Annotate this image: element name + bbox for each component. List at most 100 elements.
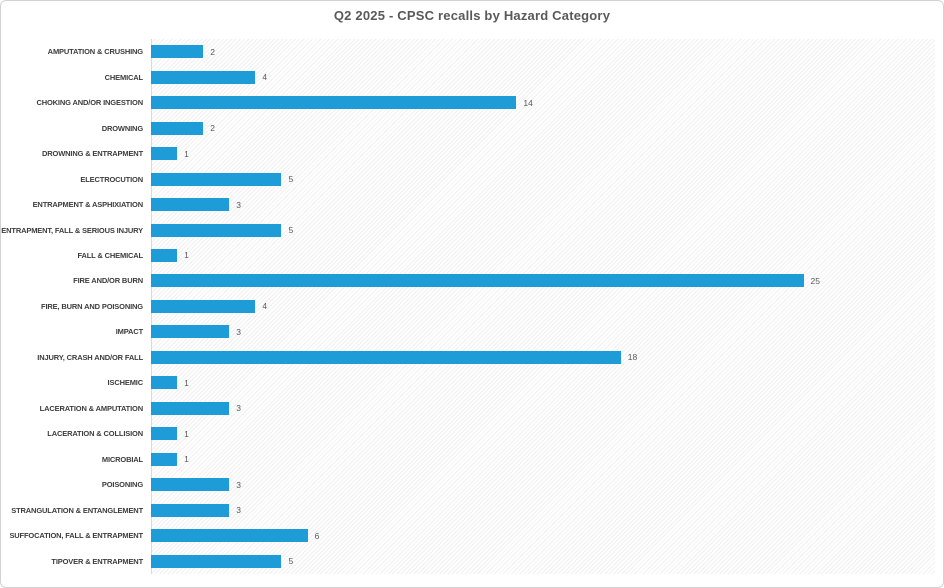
bar (151, 350, 621, 364)
plot-cell: 3 (151, 497, 934, 522)
bar-row: MICROBIAL 1 (1, 447, 934, 472)
bar (151, 70, 256, 84)
value-label: 3 (236, 505, 242, 516)
plot-background (151, 39, 935, 574)
value-label: 1 (184, 250, 189, 261)
plot-cell: 5 (151, 217, 934, 242)
bar-row: POISONING 3 (1, 472, 934, 497)
bar-row: FIRE AND/OR BURN 25 (1, 268, 934, 293)
bar (151, 452, 178, 466)
category-label: LACERATION & AMPUTATION (39, 403, 144, 413)
bar (151, 198, 230, 212)
bar (151, 248, 178, 262)
bar-row: LACERATION & COLLISION 1 (1, 421, 934, 446)
value-label: 5 (288, 556, 294, 567)
bar (151, 478, 230, 492)
category-label: TIPOVER & ENTRAPMENT (51, 556, 143, 566)
value-label: 3 (236, 326, 242, 337)
bar (151, 529, 308, 543)
bar (151, 274, 804, 288)
category-label: POISONING (101, 480, 143, 490)
chart-area: AMPUTATION & CRUSHING 2 CHEMICAL 4 CHOKING A… (1, 39, 935, 574)
category-label: INJURY, CRASH AND/OR FALL (37, 352, 143, 362)
plot-cell: 3 (151, 192, 934, 217)
value-label: 14 (523, 97, 533, 108)
bar-row: INJURY, CRASH AND/OR FALL 18 (1, 345, 934, 370)
value-label: 1 (184, 428, 189, 439)
bar-row: IMPACT 3 (1, 319, 934, 344)
bar (151, 172, 282, 186)
plot-cell: 2 (151, 39, 934, 64)
category-label: IMPACT (115, 327, 143, 337)
category-label: FIRE AND/OR BURN (73, 276, 143, 286)
value-label: 1 (184, 377, 189, 388)
bar (151, 45, 204, 59)
bar-rows: AMPUTATION & CRUSHING 2 CHEMICAL 4 CHOKING A… (1, 39, 934, 574)
value-label: 2 (210, 123, 215, 134)
bar-row: ENTRAPMENT & ASPHIXIATION 3 (1, 192, 934, 217)
bar (151, 299, 256, 313)
bar (151, 401, 230, 415)
bar-row: TIPOVER & ENTRAPMENT 5 (1, 548, 934, 573)
plot-cell: 4 (151, 294, 934, 319)
value-label: 4 (262, 72, 268, 83)
category-label: ELECTROCUTION (80, 174, 143, 184)
value-label: 5 (288, 225, 294, 236)
bar (151, 503, 230, 517)
category-label: MICROBIAL (101, 454, 143, 464)
category-label: DROWNING & ENTRAPMENT (41, 149, 143, 159)
plot-cell: 1 (151, 421, 934, 446)
bar-row: ENTRAPMENT, FALL & SERIOUS INJURY 5 (1, 217, 934, 242)
category-label: CHOKING AND/OR INGESTION (36, 98, 143, 108)
bar-row: CHOKING AND/OR INGESTION 14 (1, 90, 934, 115)
bar (151, 325, 230, 339)
bar (151, 223, 282, 237)
value-label: 1 (184, 148, 189, 159)
category-label: DROWNING (101, 123, 143, 133)
bar-row: CHEMICAL 4 (1, 64, 934, 89)
value-label: 25 (810, 275, 820, 286)
plot-cell: 3 (151, 472, 934, 497)
plot-cell: 14 (151, 90, 934, 115)
value-label: 6 (314, 530, 320, 541)
bar (151, 121, 204, 135)
category-label: ENTRAPMENT & ASPHIXIATION (32, 200, 144, 210)
category-label: AMPUTATION & CRUSHING (47, 47, 143, 57)
bar-row: STRANGULATION & ENTANGLEMENT 3 (1, 497, 934, 522)
bar-row: ISCHEMIC 1 (1, 370, 934, 395)
plot-cell: 1 (151, 243, 934, 268)
value-label: 3 (236, 199, 242, 210)
bar (151, 554, 282, 568)
category-label: CHEMICAL (104, 72, 144, 82)
bar-row: LACERATION & AMPUTATION 3 (1, 396, 934, 421)
bar-row: FALL & CHEMICAL 1 (1, 243, 934, 268)
bar (151, 96, 517, 110)
category-label: LACERATION & COLLISION (47, 429, 143, 439)
plot-cell: 5 (151, 166, 934, 191)
value-label: 4 (262, 301, 268, 312)
value-label: 5 (288, 174, 294, 185)
plot-cell: 1 (151, 370, 934, 395)
category-label: STRANGULATION & ENTANGLEMENT (11, 505, 143, 515)
bar (151, 376, 178, 390)
plot-cell: 1 (151, 447, 934, 472)
bar-row: FIRE, BURN AND POISONING 4 (1, 294, 934, 319)
value-label: 2 (210, 46, 215, 57)
bar-row: SUFFOCATION, FALL & ENTRAPMENT 6 (1, 523, 934, 548)
plot-cell: 25 (151, 268, 934, 293)
plot-cell: 5 (151, 548, 934, 573)
category-label: FIRE, BURN AND POISONING (41, 301, 143, 311)
plot-cell: 6 (151, 523, 934, 548)
bar-row: DROWNING 2 (1, 115, 934, 140)
value-label: 3 (236, 479, 242, 490)
value-label: 1 (184, 454, 189, 465)
plot-cell: 1 (151, 141, 934, 166)
value-label: 3 (236, 403, 242, 414)
category-label: ENTRAPMENT, FALL & SERIOUS INJURY (1, 225, 143, 235)
plot-cell: 3 (151, 319, 934, 344)
plot-cell: 18 (151, 345, 934, 370)
bar-row: AMPUTATION & CRUSHING 2 (1, 39, 934, 64)
plot-cell: 2 (151, 115, 934, 140)
category-label: FALL & CHEMICAL (77, 250, 143, 260)
